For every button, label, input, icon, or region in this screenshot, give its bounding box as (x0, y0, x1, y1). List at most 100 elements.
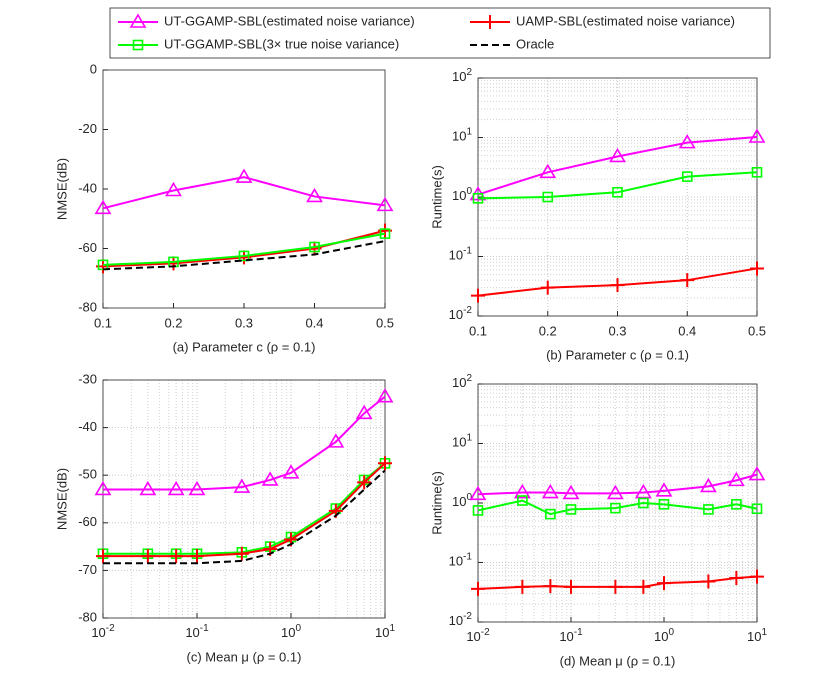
x-tick-label: 0.1 (469, 323, 487, 338)
y-axis-label: NMSE(dB) (54, 158, 69, 220)
legend-label: UAMP-SBL(estimated noise variance) (516, 13, 735, 28)
marker-triangle (306, 187, 323, 203)
x-tick-label: 10-2 (466, 627, 490, 645)
marker-square (565, 504, 577, 515)
marker-square (610, 502, 621, 514)
plot-area (103, 70, 385, 308)
x-tick-label: 0.1 (94, 315, 112, 330)
plot-frame (477, 77, 758, 317)
marker-triangle (188, 480, 206, 496)
marker-square (97, 259, 109, 271)
marker-square (132, 39, 144, 51)
marker-triangle (678, 134, 696, 149)
marker-plus (543, 579, 558, 594)
marker-square (731, 499, 742, 510)
x-tick-label: 100 (281, 623, 301, 641)
series-line (477, 575, 758, 590)
y-tick-label: 101 (452, 126, 472, 144)
marker-triangle (139, 480, 157, 496)
marker-triangle (562, 484, 580, 500)
x-axis-caption: (a) Parameter c (ρ = 0.1) (173, 339, 316, 354)
series-line (477, 135, 758, 196)
x-axis-caption: (d) Mean μ (ρ = 0.1) (560, 653, 676, 668)
x-tick-label: 0.2 (164, 315, 182, 330)
marker-plus (701, 574, 716, 589)
y-tick-label: -80 (78, 609, 97, 624)
legend-label: Oracle (516, 36, 554, 51)
marker-triangle (233, 478, 251, 493)
x-tick-label: 101 (747, 627, 767, 645)
marker-plus (378, 456, 392, 471)
marker-plus (610, 278, 625, 293)
marker-plus (608, 579, 623, 594)
series-line (102, 232, 386, 266)
x-tick-label: 0.3 (235, 315, 253, 330)
marker-plus (190, 549, 204, 564)
marker-plus (471, 581, 485, 596)
marker-triangle (634, 483, 652, 499)
y-tick-label: -70 (78, 562, 97, 577)
legend-box (109, 7, 771, 59)
marker-triangle (376, 196, 394, 212)
marker-square (751, 503, 763, 515)
marker-triangle (469, 485, 487, 501)
series-line (103, 469, 386, 565)
x-tick-label: 0.5 (748, 323, 766, 338)
x-axis-caption: (b) Parameter c (ρ = 0.1) (546, 347, 689, 362)
marker-plus (96, 549, 110, 564)
marker-plus (657, 576, 671, 591)
series-line (102, 240, 386, 271)
marker-triangle (129, 13, 147, 28)
marker-plus (540, 280, 555, 295)
legend: UT-GGAMP-SBL(estimated noise variance) UA… (109, 7, 771, 59)
marker-triangle (727, 471, 745, 487)
marker-triangle (94, 480, 112, 496)
marker-square (751, 167, 763, 178)
marker-triangle (655, 482, 673, 497)
y-tick-label: -40 (78, 180, 97, 195)
marker-square (542, 191, 554, 203)
marker-triangle (327, 433, 345, 448)
marker-plus (680, 273, 695, 288)
y-tick-label: 100 (452, 186, 472, 204)
marker-square (638, 497, 649, 509)
marker-triangle (167, 480, 185, 496)
marker-square (658, 499, 670, 510)
y-axis-label: Runtime(s) (429, 165, 444, 229)
x-tick-label: 0.5 (376, 315, 394, 330)
marker-triangle (261, 471, 279, 486)
series-line (477, 171, 758, 200)
x-tick-label: 0.2 (539, 323, 557, 338)
marker-plus (750, 569, 764, 584)
marker-triangle (94, 199, 112, 215)
series-line (477, 473, 758, 496)
marker-plus (140, 549, 155, 564)
x-tick-label: 100 (654, 627, 674, 645)
x-axis-caption: (c) Mean μ (ρ = 0.1) (187, 649, 302, 664)
y-tick-label: -30 (78, 371, 97, 386)
series-line (103, 462, 386, 558)
y-axis-label: Runtime(s) (429, 471, 444, 535)
y-tick-label: 101 (452, 432, 472, 450)
series-line (103, 395, 386, 491)
marker-triangle (541, 483, 559, 499)
y-tick-label: 102 (452, 373, 472, 391)
plot-frame (102, 379, 386, 619)
y-tick-label: 10-2 (449, 611, 473, 629)
marker-triangle (609, 147, 626, 163)
marker-triangle (748, 128, 766, 143)
marker-plus (234, 546, 249, 561)
x-tick-label: 10-1 (185, 623, 209, 641)
y-tick-label: 100 (452, 492, 472, 510)
marker-square (612, 186, 623, 198)
marker-triangle (539, 163, 557, 179)
marker-triangle (355, 404, 373, 420)
x-tick-label: 0.3 (608, 323, 626, 338)
marker-triangle (748, 466, 766, 481)
x-tick-label: 101 (375, 623, 395, 641)
marker-square (238, 250, 250, 262)
x-tick-label: 0.4 (678, 323, 696, 338)
x-tick-label: 0.4 (305, 315, 323, 330)
legend-label: UT-GGAMP-SBL(3× true noise variance) (164, 36, 399, 51)
y-tick-label: -60 (78, 514, 97, 529)
